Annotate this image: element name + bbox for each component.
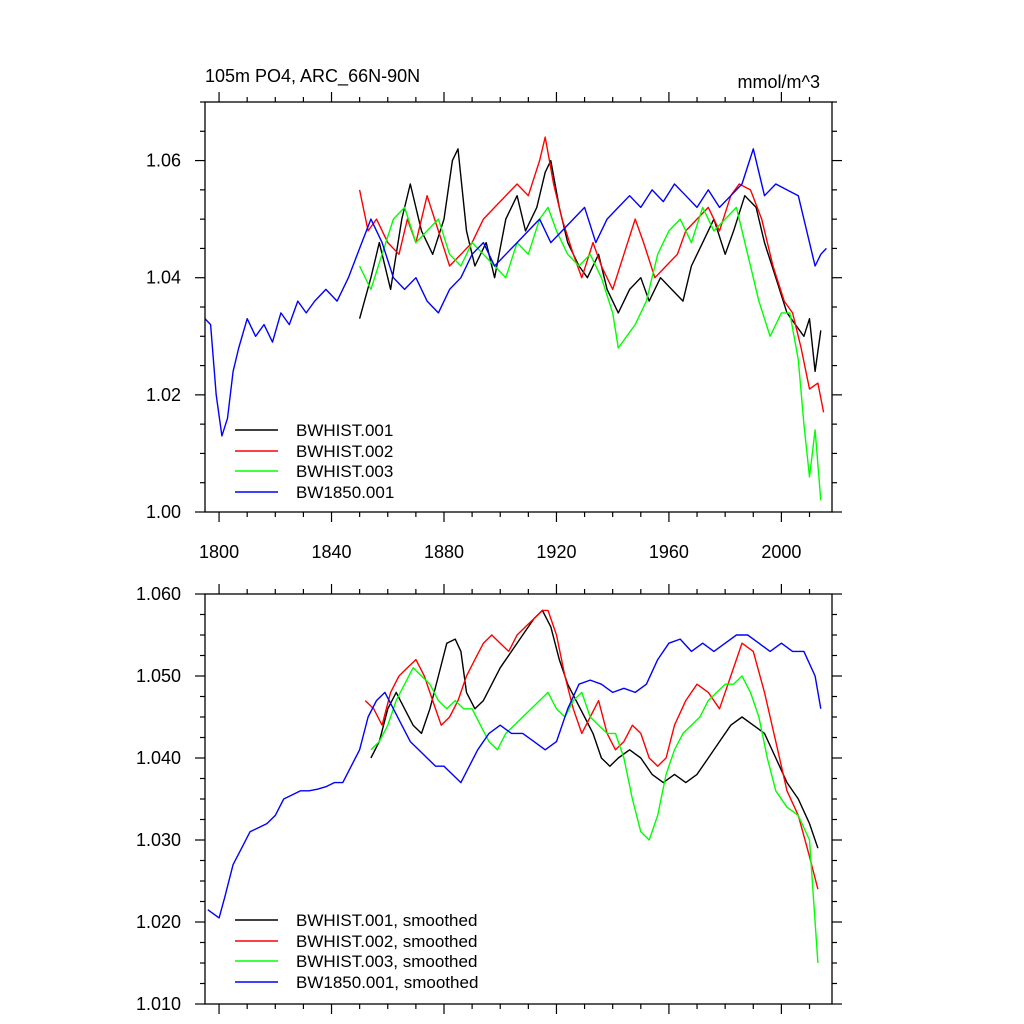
bottom-series-group — [207, 609, 822, 964]
top-ytick-label: 1.04 — [146, 268, 181, 288]
top-panel-title: 105m PO4, ARC_66N-90N — [205, 66, 420, 87]
bottom-legend-label-bwhist-003: BWHIST.003, smoothed — [296, 952, 477, 971]
bottom-ytick-label: 1.030 — [136, 830, 181, 850]
top-legend-label-bwhist-003: BWHIST.003 — [296, 462, 393, 481]
bottom-ytick-label: 1.020 — [136, 912, 181, 932]
bottom-legend-label-bw1850-001: BW1850.001, smoothed — [296, 973, 478, 992]
top-ticks: 1800 1840 1880 1920 1960 2000 1.00 1.02 1.04 1.06 — [146, 92, 842, 562]
top-panel: 105m PO4, ARC_66N-90N mmol/m^3 1800 1840 1… — [146, 66, 842, 562]
top-series-bwhist-001 — [358, 148, 822, 373]
bottom-plot-frame — [204, 593, 833, 1005]
top-xtick-label: 1800 — [199, 542, 239, 562]
top-plot-frame — [204, 101, 833, 513]
top-series-bwhist-002 — [358, 136, 825, 413]
top-legend-label-bwhist-002: BWHIST.002 — [296, 442, 393, 461]
bottom-ytick-label: 1.040 — [136, 748, 181, 768]
top-xtick-label: 1960 — [649, 542, 689, 562]
top-xtick-label: 1840 — [312, 542, 352, 562]
top-xtick-label: 1920 — [536, 542, 576, 562]
top-ytick-label: 1.06 — [146, 151, 181, 171]
top-ytick-label: 1.00 — [146, 502, 181, 522]
top-series-bw1850-001 — [204, 148, 827, 437]
top-legend-label-bwhist-001: BWHIST.001 — [296, 421, 393, 440]
bottom-series-bwhist-001-smoothed — [370, 609, 819, 849]
top-series-bwhist-003 — [358, 206, 822, 501]
bottom-series-bwhist-003-smoothed — [370, 667, 819, 964]
bottom-series-bwhist-002-smoothed — [364, 609, 819, 890]
bottom-ytick-label: 1.010 — [136, 994, 181, 1014]
bottom-legend-label-bwhist-002: BWHIST.002, smoothed — [296, 932, 477, 951]
top-xtick-label: 2000 — [761, 542, 801, 562]
bottom-legend-label-bwhist-001: BWHIST.001, smoothed — [296, 911, 477, 930]
top-legend-label-bw1850-001: BW1850.001 — [296, 483, 394, 502]
bottom-panel: 1.010 1.020 1.030 1.040 1.050 1.060 BWHIST.00… — [136, 584, 842, 1014]
bottom-legend: BWHIST.001, smoothed BWHIST.002, smoothe… — [235, 911, 478, 992]
bottom-ytick-label: 1.060 — [136, 584, 181, 604]
bottom-ytick-label: 1.050 — [136, 666, 181, 686]
bottom-ticks: 1.010 1.020 1.030 1.040 1.050 1.060 — [136, 584, 842, 1014]
top-ytick-label: 1.02 — [146, 385, 181, 405]
top-panel-units: mmol/m^3 — [738, 72, 820, 92]
top-series-group — [204, 136, 827, 501]
top-legend: BWHIST.001 BWHIST.002 BWHIST.003 BW1850.… — [235, 421, 394, 502]
bottom-series-bw1850-001-smoothed — [207, 634, 822, 919]
top-xtick-label: 1880 — [424, 542, 464, 562]
